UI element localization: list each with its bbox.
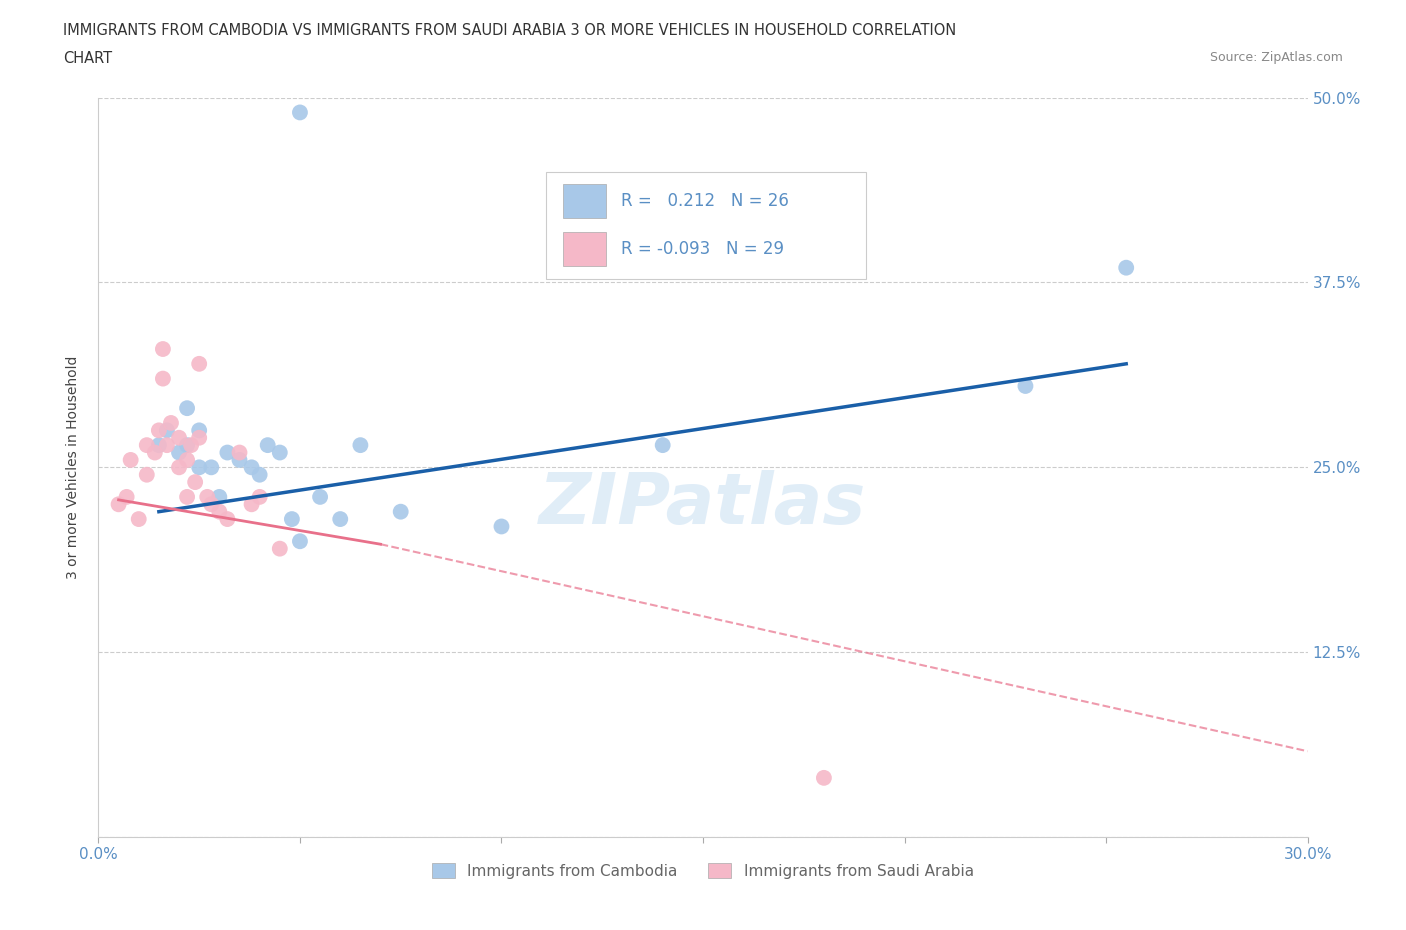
Point <box>188 423 211 438</box>
Point <box>329 512 352 526</box>
Point <box>1014 379 1036 393</box>
Legend: Immigrants from Cambodia, Immigrants from Saudi Arabia: Immigrants from Cambodia, Immigrants fro… <box>426 857 980 884</box>
Point <box>176 453 198 468</box>
FancyBboxPatch shape <box>562 184 606 219</box>
Point <box>167 460 190 474</box>
FancyBboxPatch shape <box>546 171 866 279</box>
Point <box>135 467 157 482</box>
Point <box>200 460 222 474</box>
Point <box>143 445 166 460</box>
Point <box>188 431 211 445</box>
Point <box>389 504 412 519</box>
Point <box>115 489 138 504</box>
Point <box>240 497 263 512</box>
Point <box>208 489 231 504</box>
Point <box>249 489 271 504</box>
Point <box>148 438 170 453</box>
Point <box>188 356 211 371</box>
Point <box>135 438 157 453</box>
Point <box>651 438 673 453</box>
Point <box>491 519 513 534</box>
Point <box>148 423 170 438</box>
Point <box>152 341 174 356</box>
Text: R = -0.093   N = 29: R = -0.093 N = 29 <box>621 240 783 259</box>
Point <box>176 401 198 416</box>
Point <box>156 423 179 438</box>
Point <box>249 467 271 482</box>
Point <box>188 460 211 474</box>
Point <box>288 534 311 549</box>
Point <box>813 770 835 785</box>
Text: CHART: CHART <box>63 51 112 66</box>
Text: ZIPatlas: ZIPatlas <box>540 470 866 538</box>
Point <box>217 445 239 460</box>
Text: R =   0.212   N = 26: R = 0.212 N = 26 <box>621 193 789 210</box>
Point <box>180 438 202 453</box>
Point <box>269 445 291 460</box>
Point <box>184 474 207 489</box>
Point <box>269 541 291 556</box>
Point <box>208 504 231 519</box>
Text: IMMIGRANTS FROM CAMBODIA VS IMMIGRANTS FROM SAUDI ARABIA 3 OR MORE VEHICLES IN H: IMMIGRANTS FROM CAMBODIA VS IMMIGRANTS F… <box>63 23 956 38</box>
Point <box>107 497 129 512</box>
Point <box>281 512 304 526</box>
Point <box>152 371 174 386</box>
Point <box>160 416 183 431</box>
Point <box>240 460 263 474</box>
Point <box>120 453 142 468</box>
Point <box>156 438 179 453</box>
Point <box>228 453 250 468</box>
Y-axis label: 3 or more Vehicles in Household: 3 or more Vehicles in Household <box>66 355 80 579</box>
Point <box>288 105 311 120</box>
Point <box>217 512 239 526</box>
Point <box>167 445 190 460</box>
Point <box>349 438 371 453</box>
Point <box>200 497 222 512</box>
Point <box>176 489 198 504</box>
Point <box>195 489 218 504</box>
Point <box>309 489 332 504</box>
Point <box>228 445 250 460</box>
Point <box>128 512 150 526</box>
Text: Source: ZipAtlas.com: Source: ZipAtlas.com <box>1209 51 1343 64</box>
Point <box>1115 260 1137 275</box>
FancyBboxPatch shape <box>562 232 606 266</box>
Point <box>176 438 198 453</box>
Point <box>167 431 190 445</box>
Point <box>256 438 278 453</box>
